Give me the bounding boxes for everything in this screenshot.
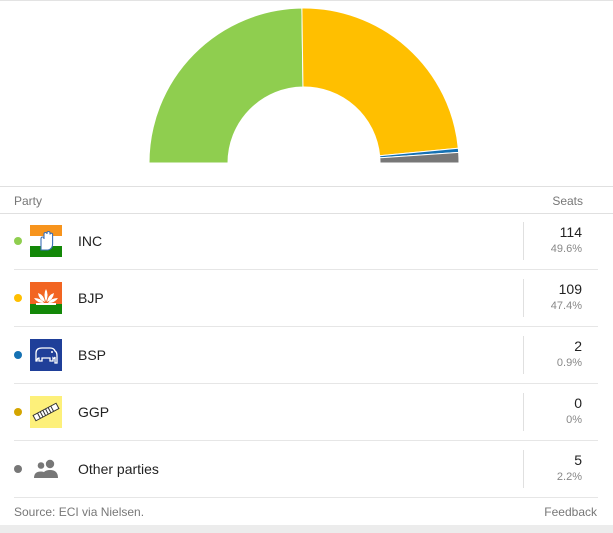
bsp-color-dot	[14, 351, 22, 359]
seat-percentage: 47.4%	[550, 300, 582, 312]
table-header: Party Seats	[0, 186, 613, 214]
party-name: GGP	[78, 404, 110, 420]
seat-count: 114	[559, 224, 582, 240]
ggp-color-dot	[14, 408, 22, 416]
seat-cell: 2 0.9%	[523, 336, 598, 374]
table-row-bjp: BJP 109 47.4%	[14, 270, 598, 327]
party-name: BSP	[78, 347, 107, 363]
party-name: Other parties	[78, 461, 159, 477]
results-table: INC 114 49.6% BJP 109 47.4%	[0, 213, 613, 498]
seat-count: 2	[574, 338, 582, 354]
bjp-lotus-logo-icon	[30, 282, 62, 314]
source-note: Source: ECI via Nielsen.	[14, 505, 145, 519]
bsp-elephant-logo-icon	[30, 339, 62, 371]
inc-color-dot	[14, 237, 22, 245]
seat-cell: 5 2.2%	[523, 450, 598, 488]
seat-cell: 114 49.6%	[523, 222, 598, 260]
seat-count: 0	[574, 395, 582, 411]
party-name: INC	[78, 233, 103, 249]
seat-percentage: 0%	[566, 414, 582, 426]
seat-count: 109	[558, 281, 582, 297]
party-name: BJP	[78, 290, 104, 306]
feedback-link[interactable]: Feedback	[544, 505, 597, 519]
seat-percentage: 2.2%	[556, 471, 582, 483]
seat-donut-chart	[148, 7, 460, 164]
people-icon	[34, 459, 58, 478]
inc-hand-logo-icon	[30, 225, 62, 257]
seats-column-header: Seats	[552, 194, 583, 208]
party-column-header: Party	[14, 194, 43, 208]
seat-count: 5	[574, 452, 582, 468]
donut-slice-bjp[interactable]	[301, 7, 459, 157]
table-row-other-parties: Other parties 5 2.2%	[14, 441, 598, 498]
table-row-bsp: BSP 2 0.9%	[14, 327, 598, 384]
donut-slice-other-parties[interactable]	[379, 151, 460, 164]
seat-percentage: 49.6%	[550, 243, 582, 255]
card-footer: Source: ECI via Nielsen. Feedback	[0, 498, 613, 525]
top-divider	[0, 0, 613, 1]
seat-cell: 0 0%	[523, 393, 598, 431]
seat-percentage: 0.9%	[556, 357, 582, 369]
seat-cell: 109 47.4%	[523, 279, 598, 317]
donut-slice-inc[interactable]	[148, 7, 304, 164]
ggp-flute-logo-icon	[30, 396, 62, 428]
table-row-ggp: GGP 0 0%	[14, 384, 598, 441]
table-row-inc: INC 114 49.6%	[14, 213, 598, 270]
bjp-color-dot	[14, 294, 22, 302]
others-color-dot	[14, 465, 22, 473]
